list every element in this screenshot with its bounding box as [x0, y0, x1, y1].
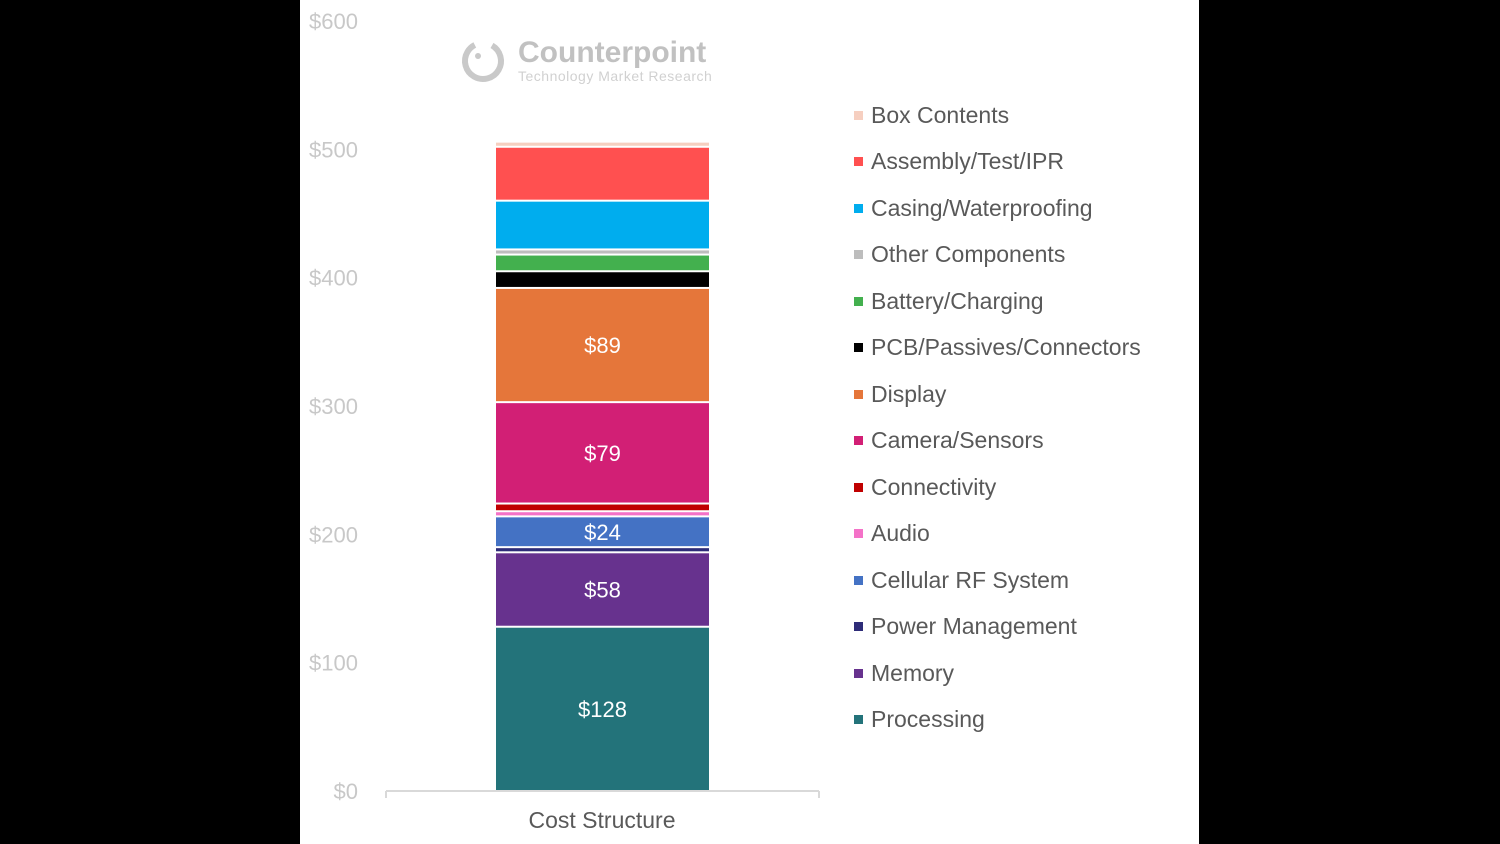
legend-item: Display	[854, 371, 1141, 418]
legend-item: Box Contents	[854, 92, 1141, 139]
stacked-bar-chart: $0 $100 $200 $300 $400 $500 $600 $128 $58 $24 $79…	[309, 9, 820, 833]
legend-item: Connectivity	[854, 464, 1141, 511]
bar-segment-pcb-passives-connectors	[496, 272, 709, 287]
legend: Box Contents Assembly/Test/IPR Casing/Wate…	[854, 92, 1141, 743]
y-tick-label: $100	[309, 651, 358, 676]
counterpoint-logo-icon	[462, 40, 504, 82]
legend-swatch	[854, 157, 863, 167]
bar-segment-box-contents	[496, 142, 709, 146]
legend-item: Assembly/Test/IPR	[854, 139, 1141, 186]
legend-label: Assembly/Test/IPR	[871, 148, 1064, 175]
legend-label: Processing	[871, 706, 985, 733]
legend-item: Audio	[854, 511, 1141, 558]
legend-item: Other Components	[854, 232, 1141, 279]
legend-label: Audio	[871, 520, 930, 547]
legend-item: Battery/Charging	[854, 278, 1141, 325]
legend-item: Power Management	[854, 604, 1141, 651]
x-category-label: Cost Structure	[529, 807, 676, 833]
legend-swatch	[854, 296, 863, 306]
data-label: $79	[584, 441, 621, 466]
legend-item: Cellular RF System	[854, 557, 1141, 604]
watermark-title: Counterpoint	[518, 36, 707, 69]
bar-segment-casing-waterproofing	[496, 201, 709, 249]
legend-item: Camera/Sensors	[854, 418, 1141, 465]
y-tick-label: $500	[309, 137, 358, 162]
bar-segment-processing	[496, 627, 709, 790]
legend-label: Other Components	[871, 241, 1066, 268]
legend-item: Memory	[854, 650, 1141, 697]
y-tick-label: $400	[309, 266, 358, 291]
legend-label: Memory	[871, 659, 955, 686]
legend-swatch	[854, 529, 863, 539]
bar-segment-assembly-test-ipr	[496, 147, 709, 200]
legend-swatch	[854, 343, 863, 353]
bar-segment-camera-sensors	[496, 403, 709, 503]
chart-panel: $0 $100 $200 $300 $400 $500 $600 $128 $58 $24 $79…	[300, 0, 1199, 844]
legend-swatch	[854, 668, 863, 678]
legend-label: PCB/Passives/Connectors	[871, 334, 1141, 361]
y-tick-label: $600	[309, 9, 358, 34]
legend-label: Display	[871, 380, 947, 407]
legend-label: Casing/Waterproofing	[871, 194, 1093, 221]
legend-item: Processing	[854, 697, 1141, 744]
legend-swatch	[854, 715, 863, 725]
legend-swatch	[854, 389, 863, 399]
bar-segment-battery-charging	[496, 255, 709, 271]
legend-label: Power Management	[871, 613, 1077, 640]
legend-swatch	[854, 436, 863, 446]
bar-segment-display	[496, 288, 709, 402]
bar-segment-other-components	[496, 250, 709, 254]
legend-swatch	[854, 575, 863, 585]
data-label: $128	[578, 697, 627, 722]
legend-item: PCB/Passives/Connectors	[854, 325, 1141, 372]
legend-label: Cellular RF System	[871, 566, 1070, 593]
legend-swatch	[854, 482, 863, 492]
legend-swatch	[854, 622, 863, 632]
bar-segment-cellular-rf-system	[496, 517, 709, 547]
legend-swatch	[854, 250, 863, 260]
bar-segment-audio	[496, 512, 709, 516]
legend-swatch	[854, 203, 863, 213]
y-tick-label: $300	[309, 394, 358, 419]
data-label: $89	[584, 333, 621, 358]
legend-swatch	[854, 110, 863, 120]
legend-item: Casing/Waterproofing	[854, 185, 1141, 232]
bar-segment-memory	[496, 553, 709, 626]
legend-label: Box Contents	[871, 101, 1010, 128]
legend-label: Camera/Sensors	[871, 427, 1044, 454]
legend-label: Battery/Charging	[871, 287, 1044, 314]
legend-label: Connectivity	[871, 473, 997, 500]
counterpoint-watermark: Counterpoint Technology Market Research	[460, 38, 712, 84]
bar-segment-power-management	[496, 548, 709, 552]
watermark-subtitle: Technology Market Research	[518, 68, 713, 84]
bar-segment-connectivity	[496, 504, 709, 511]
data-label: $58	[584, 578, 621, 603]
y-tick-label: $200	[309, 522, 358, 547]
y-tick-label: $0	[334, 779, 358, 804]
data-label: $24	[584, 520, 621, 545]
